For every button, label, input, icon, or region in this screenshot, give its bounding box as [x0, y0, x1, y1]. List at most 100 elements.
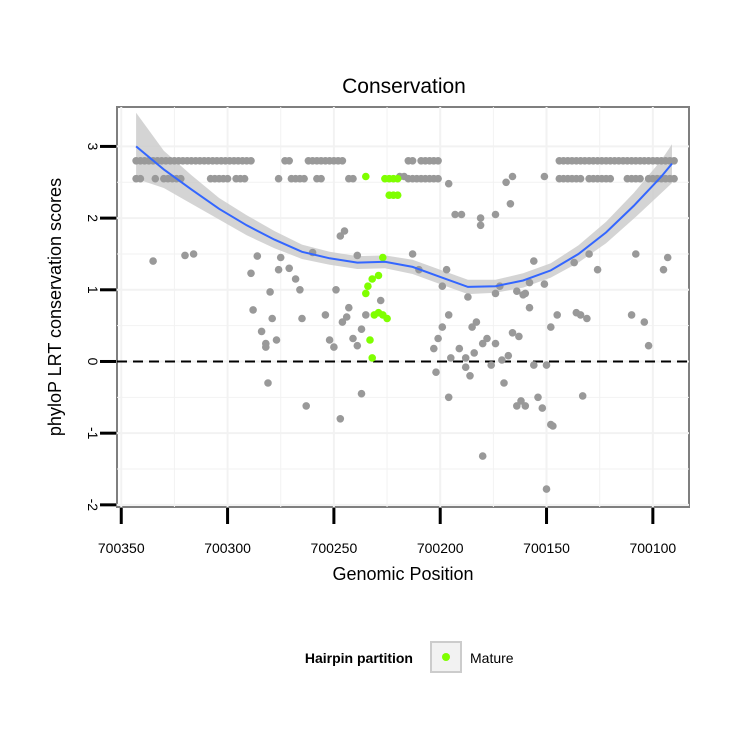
- data-point: [438, 323, 447, 331]
- chart-title: Conservation: [342, 75, 466, 98]
- data-point: [223, 174, 232, 183]
- x-axis-label: Genomic Position: [332, 564, 473, 584]
- data-point: [247, 157, 255, 165]
- data-point-mature: [379, 253, 387, 262]
- data-point: [285, 264, 294, 273]
- data-point: [472, 318, 481, 326]
- data-point: [632, 250, 640, 258]
- data-point: [504, 351, 513, 360]
- data-point: [513, 402, 521, 410]
- data-point: [257, 327, 266, 336]
- data-point: [447, 354, 455, 362]
- data-point: [336, 415, 345, 423]
- data-point: [136, 174, 145, 183]
- data-point: [151, 174, 160, 183]
- y-tick-label: 0: [85, 358, 101, 366]
- data-point: [438, 282, 447, 291]
- data-point: [345, 303, 353, 312]
- data-point: [461, 363, 470, 372]
- data-point: [606, 174, 615, 183]
- data-point-mature: [362, 172, 370, 181]
- data-point: [570, 258, 578, 267]
- data-point: [530, 361, 538, 369]
- y-tick-label: -1: [85, 427, 101, 440]
- data-point-mature: [368, 354, 377, 362]
- data-point: [321, 311, 330, 319]
- data-point: [540, 172, 549, 181]
- data-point: [338, 318, 347, 326]
- data-point: [362, 311, 370, 319]
- smooth-line: [135, 145, 673, 288]
- data-point: [578, 392, 587, 400]
- data-point: [547, 323, 555, 331]
- data-point-mature: [362, 289, 370, 298]
- data-point: [444, 179, 453, 188]
- data-point: [585, 250, 593, 258]
- legend-title: Hairpin partition: [305, 650, 413, 666]
- data-point: [340, 227, 349, 235]
- data-point: [274, 174, 283, 183]
- data-point: [521, 402, 530, 410]
- y-tick-label: 3: [85, 143, 101, 151]
- data-point: [357, 389, 366, 398]
- data-point: [627, 311, 636, 319]
- data-point: [434, 174, 442, 183]
- y-tick-label: 2: [85, 214, 101, 222]
- x-tick-label: 700100: [629, 540, 676, 556]
- data-point: [553, 311, 561, 319]
- data-point: [442, 265, 451, 274]
- data-point: [353, 251, 362, 260]
- data-point: [478, 452, 487, 460]
- data-point: [583, 314, 591, 323]
- plot-panel: [116, 106, 690, 508]
- data-point: [468, 323, 476, 331]
- data-point: [181, 251, 189, 260]
- legend: Hairpin partition Mature: [305, 641, 514, 673]
- data-point: [262, 343, 270, 351]
- data-point: [266, 288, 274, 296]
- data-point: [640, 318, 649, 326]
- data-point: [298, 314, 306, 323]
- data-point: [644, 341, 653, 350]
- data-point: [476, 221, 485, 230]
- data-point: [470, 349, 479, 357]
- data-point: [508, 329, 517, 337]
- data-point: [451, 210, 459, 219]
- data-point: [659, 265, 668, 274]
- data-point: [508, 172, 517, 181]
- axes: 700350 700300 700250 700200 700150 700100 -2 -1…: [85, 143, 676, 556]
- y-tick-label: 1: [85, 286, 101, 294]
- data-point: [444, 393, 453, 402]
- data-point: [515, 332, 523, 341]
- data-point-mature: [364, 282, 372, 291]
- data-point: [349, 334, 357, 343]
- data-point: [268, 314, 277, 323]
- data-point: [498, 356, 506, 364]
- x-tick-label: 700250: [311, 540, 358, 556]
- data-point: [330, 343, 338, 351]
- data-point-mature: [370, 311, 379, 319]
- data-point: [249, 306, 257, 314]
- data-point: [285, 157, 294, 165]
- data-point: [670, 157, 678, 165]
- x-tick-label: 700350: [98, 540, 145, 556]
- y-tick-label: -2: [85, 499, 101, 512]
- x-tick-label: 700150: [523, 540, 570, 556]
- data-point: [253, 252, 262, 260]
- data-point: [549, 422, 557, 430]
- data-point: [538, 404, 547, 412]
- data-point: [189, 250, 198, 258]
- data-point: [464, 293, 472, 301]
- data-point: [542, 485, 551, 493]
- y-axis-label: phyloP LRT conservation scores: [45, 178, 65, 436]
- data-point: [636, 174, 644, 183]
- data-point: [461, 354, 470, 362]
- data-point: [476, 214, 485, 222]
- data-point: [317, 174, 325, 183]
- data-point: [593, 265, 602, 274]
- data-point: [455, 344, 464, 353]
- data-point: [534, 393, 542, 402]
- data-point: [408, 157, 417, 165]
- data-point: [336, 232, 345, 240]
